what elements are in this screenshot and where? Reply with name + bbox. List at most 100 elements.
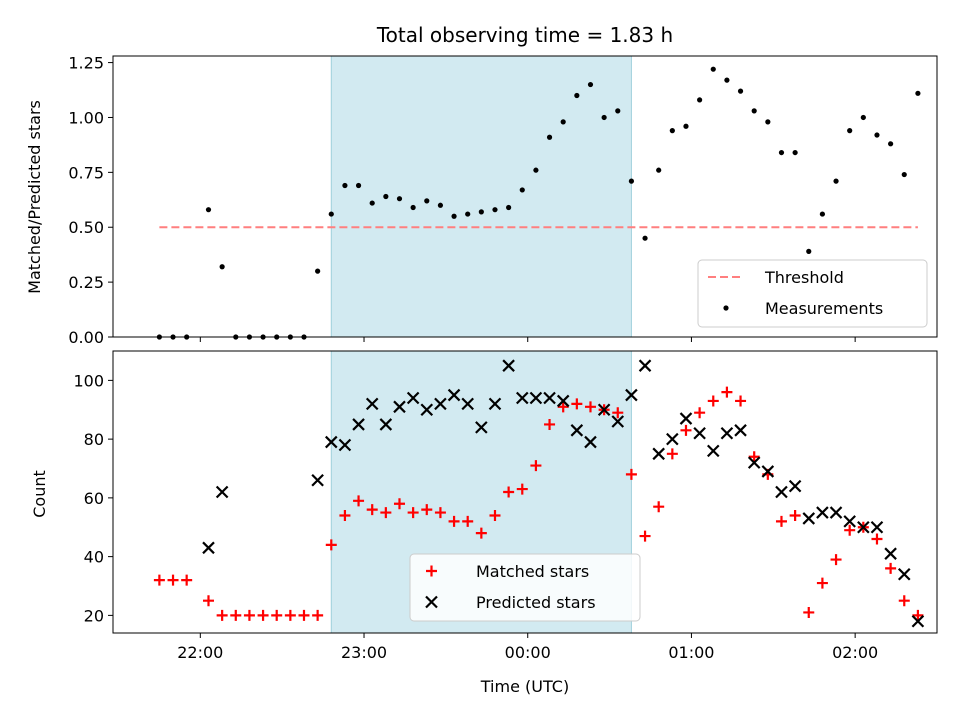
x-tick-label: 00:00 xyxy=(505,643,551,662)
series-predicted-stars xyxy=(202,359,925,628)
data-point xyxy=(506,204,512,211)
data-point xyxy=(338,438,352,452)
top-y-axis-label: Matched/Predicted stars xyxy=(25,100,44,294)
data-point xyxy=(219,264,225,270)
data-point xyxy=(625,468,637,480)
data-point xyxy=(574,92,580,99)
data-point xyxy=(707,395,719,407)
data-point xyxy=(519,187,525,193)
data-point xyxy=(833,178,839,184)
data-point xyxy=(710,66,716,72)
data-point xyxy=(556,394,570,408)
plot-area: 0.00 0.25 0.50 0.75 1.00 1.25 Threshold Measure… xyxy=(68,54,938,662)
data-point xyxy=(748,451,760,463)
data-point xyxy=(434,507,446,519)
y-tick-label: 0.50 xyxy=(68,218,104,237)
data-point xyxy=(560,119,566,125)
data-point xyxy=(680,424,692,436)
data-point xyxy=(352,418,365,431)
data-point xyxy=(847,128,853,134)
data-point xyxy=(503,486,515,498)
data-point xyxy=(597,403,611,417)
data-point xyxy=(806,248,812,254)
data-point xyxy=(570,424,584,437)
data-point xyxy=(383,193,389,200)
data-point xyxy=(706,444,720,458)
data-point xyxy=(912,609,924,621)
data-point xyxy=(153,574,165,586)
legend-label: Measurements xyxy=(765,299,883,318)
data-point xyxy=(844,524,856,536)
data-point xyxy=(870,520,884,534)
data-point xyxy=(462,515,474,527)
data-point xyxy=(871,533,883,545)
data-point xyxy=(489,510,501,521)
data-point xyxy=(911,614,925,628)
data-point xyxy=(803,606,815,618)
x-tick-label: 22:00 xyxy=(177,643,223,662)
legend-label: Threshold xyxy=(764,268,844,287)
data-point xyxy=(669,128,675,134)
data-point xyxy=(860,114,866,121)
data-point xyxy=(365,397,379,411)
data-point xyxy=(816,577,828,589)
legend-label: Matched stars xyxy=(476,562,589,581)
data-point xyxy=(697,97,703,103)
data-point xyxy=(557,401,569,413)
data-point xyxy=(652,447,665,461)
series-matched-stars xyxy=(153,386,924,621)
data-point xyxy=(735,395,747,407)
data-point xyxy=(724,77,730,83)
data-point xyxy=(181,574,193,586)
data-point xyxy=(515,391,529,405)
data-point xyxy=(475,421,488,434)
y-tick-label: 40 xyxy=(84,548,104,567)
x-axis-label: Time (UTC) xyxy=(480,677,569,696)
data-point xyxy=(775,485,788,499)
data-point xyxy=(615,108,621,114)
data-point xyxy=(167,574,179,586)
data-point xyxy=(379,418,393,431)
data-point xyxy=(885,562,897,574)
data-point xyxy=(888,141,894,147)
data-point xyxy=(628,178,635,184)
data-point xyxy=(829,506,843,519)
data-point xyxy=(434,397,447,411)
data-point xyxy=(788,479,802,493)
data-point xyxy=(215,485,229,499)
x-tick-label: 02:00 xyxy=(832,643,878,662)
data-point xyxy=(857,520,870,534)
data-point xyxy=(642,235,648,241)
legend-predicted-swatch xyxy=(425,595,438,609)
data-point xyxy=(488,397,502,411)
data-point xyxy=(761,465,775,478)
data-point xyxy=(751,108,757,114)
data-point xyxy=(816,506,829,519)
observing-window-0 xyxy=(330,55,632,338)
data-point xyxy=(328,211,334,217)
data-point xyxy=(737,88,744,94)
y-tick-label: 0.25 xyxy=(68,273,104,292)
data-point xyxy=(544,418,556,430)
data-point xyxy=(216,609,228,621)
data-point xyxy=(683,123,689,129)
data-point xyxy=(901,171,907,178)
data-point xyxy=(339,510,351,521)
data-point xyxy=(775,515,787,527)
data-point xyxy=(243,609,255,621)
chart-title: Total observing time = 1.83 h xyxy=(376,23,673,47)
data-point xyxy=(747,456,761,469)
data-point xyxy=(830,554,842,566)
data-point xyxy=(656,167,662,173)
data-point xyxy=(516,483,528,495)
y-tick-label: 1.25 xyxy=(68,54,104,73)
legend-measurements-swatch xyxy=(723,305,729,311)
data-point xyxy=(369,200,375,206)
data-point xyxy=(639,530,651,542)
data-point xyxy=(396,196,403,202)
legend-label: Predicted stars xyxy=(476,593,596,612)
data-point xyxy=(584,401,596,413)
data-point xyxy=(366,504,378,516)
x-tick-label: 01:00 xyxy=(668,643,714,662)
y-tick-label: 60 xyxy=(84,489,104,508)
